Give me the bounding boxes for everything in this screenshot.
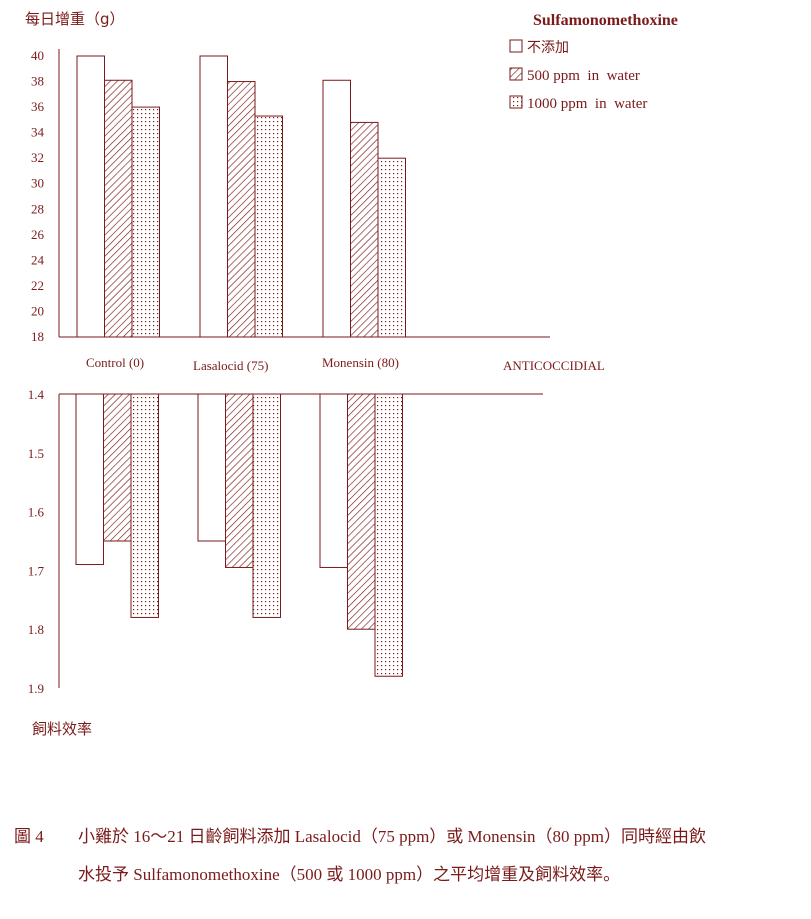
bottom-bar xyxy=(225,393,254,568)
legend: 不添加 500 ppm in water 1000 ppm in water xyxy=(509,39,647,112)
bottom-y-ticks: 1.4 1.5 1.6 1.7 1.8 1.9 xyxy=(28,387,45,696)
bottom-y-tick-label: 1.9 xyxy=(28,681,44,696)
bottom-bar xyxy=(130,393,159,618)
top-bar xyxy=(76,55,105,338)
top-y-tick-label: 24 xyxy=(31,252,45,267)
bottom-y-tick-label: 1.8 xyxy=(28,622,44,637)
top-y-tick-label: 38 xyxy=(31,74,44,89)
top-y-tick-label: 20 xyxy=(31,303,44,318)
top-bars xyxy=(76,55,406,338)
top-y-tick-label: 28 xyxy=(31,201,44,216)
top-y-tick-label: 30 xyxy=(31,176,44,191)
caption-text: 小雞於 16～21 日齡飼料添加 Lasalocid（75 ppm）或 Mone… xyxy=(78,827,707,884)
category-label: Lasalocid (75) xyxy=(193,358,268,373)
bottom-y-tick-label: 1.6 xyxy=(28,505,45,520)
top-y-tick-label: 40 xyxy=(31,48,44,63)
top-y-tick-label: 22 xyxy=(31,278,44,293)
top-bar xyxy=(199,55,228,338)
top-y-axis-title: 每日增重（g） xyxy=(25,10,125,28)
bottom-y-axis-title: 飼料效率 xyxy=(32,720,92,738)
legend-swatch-hatch xyxy=(509,67,523,81)
top-bar xyxy=(377,157,406,338)
top-y-tick-label: 26 xyxy=(31,227,45,242)
top-y-tick-label: 34 xyxy=(31,125,45,140)
top-bar xyxy=(322,79,351,338)
caption-label: 圖 4 xyxy=(14,827,44,846)
top-y-ticks: 40 38 36 34 32 30 28 26 24 22 20 18 xyxy=(31,48,45,344)
top-bar xyxy=(227,81,256,338)
top-bar xyxy=(350,121,379,338)
x-axis-title: ANTICOCCIDIAL xyxy=(503,358,605,373)
bottom-bar xyxy=(103,393,132,542)
legend-swatch-dots xyxy=(509,95,523,109)
top-bar xyxy=(254,115,283,338)
bottom-y-tick-label: 1.4 xyxy=(28,387,45,402)
category-label: Control (0) xyxy=(86,355,144,370)
bottom-bar xyxy=(319,393,348,568)
category-labels: Control (0) Lasalocid (75) Monensin (80) xyxy=(86,355,399,373)
top-bar xyxy=(131,106,160,338)
bottom-bar xyxy=(374,393,403,677)
category-label: Monensin (80) xyxy=(322,355,399,370)
bottom-y-tick-label: 1.5 xyxy=(28,446,44,461)
top-y-tick-label: 32 xyxy=(31,150,44,165)
top-bar xyxy=(104,79,133,338)
legend-label-500: 500 ppm in water xyxy=(527,68,640,84)
bottom-y-tick-label: 1.7 xyxy=(28,563,45,578)
bottom-bar xyxy=(197,393,226,542)
legend-title: Sulfamonomethoxine xyxy=(533,12,678,29)
bottom-bar xyxy=(75,393,104,566)
bottom-bar xyxy=(347,393,376,630)
bottom-bars xyxy=(75,393,403,677)
top-y-tick-label: 36 xyxy=(31,99,45,114)
legend-label-1000: 1000 ppm in water xyxy=(527,96,647,112)
top-y-tick-label: 18 xyxy=(31,329,44,344)
legend-swatch-empty xyxy=(509,39,523,53)
bottom-bar xyxy=(252,393,281,618)
legend-label-none: 不添加 xyxy=(527,40,569,56)
